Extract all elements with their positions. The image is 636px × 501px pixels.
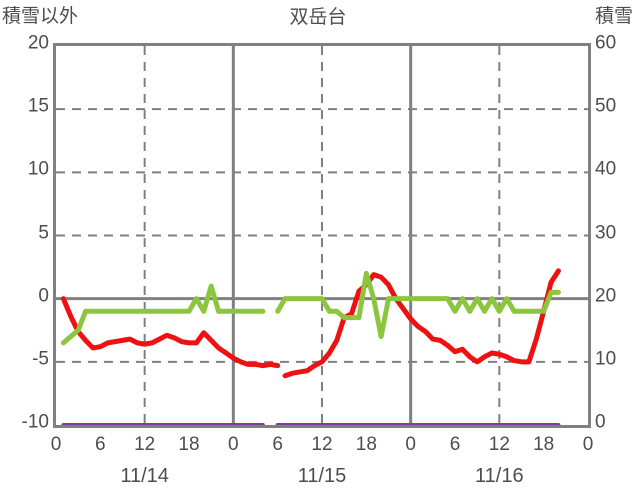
series-line bbox=[60, 296, 281, 369]
x-axis-tick: 12 bbox=[134, 434, 156, 455]
x-axis-tick: 0 bbox=[228, 434, 239, 455]
right-axis-tick-labels: 60 50 40 30 20 10 0 bbox=[595, 34, 636, 432]
right-axis-tick: 30 bbox=[595, 222, 617, 243]
left-axis-tick: 20 bbox=[27, 32, 49, 54]
right-axis-tick: 20 bbox=[595, 285, 617, 307]
x-axis-tick: 6 bbox=[449, 434, 461, 455]
right-axis-tick: 60 bbox=[595, 32, 617, 54]
right-axis-tick: 40 bbox=[595, 158, 617, 180]
right-axis-tick: 50 bbox=[595, 95, 617, 117]
left-axis-title: 積雪以外 bbox=[2, 6, 79, 27]
x-axis-tick: 12 bbox=[488, 434, 510, 455]
left-axis-tick: -5 bbox=[32, 348, 49, 370]
x-axis-day-label: 11/15 bbox=[297, 465, 347, 487]
x-axis-tick-labels: 0 6 12 18 0 6 12 18 0 6 12 18 0 bbox=[0, 434, 636, 460]
x-axis-tick: 12 bbox=[311, 434, 333, 455]
x-axis-day-label: 11/14 bbox=[120, 465, 169, 487]
plot-area bbox=[53, 43, 591, 428]
left-axis-tick: 5 bbox=[38, 222, 49, 243]
x-axis-tick: 6 bbox=[95, 434, 106, 455]
x-axis-tick: 0 bbox=[405, 434, 416, 455]
series-line bbox=[60, 283, 266, 346]
left-axis-tick: -10 bbox=[21, 411, 49, 433]
x-axis-tick: 18 bbox=[533, 434, 555, 455]
x-axis-tick: 18 bbox=[355, 434, 377, 455]
plot-inner bbox=[56, 46, 588, 425]
series-line bbox=[275, 270, 561, 340]
right-axis-tick: 10 bbox=[595, 348, 617, 370]
left-axis-tick: 0 bbox=[38, 285, 49, 307]
x-axis-tick: 0 bbox=[50, 434, 62, 455]
right-axis-title: 積雪 bbox=[594, 6, 633, 27]
right-axis-tick: 0 bbox=[595, 411, 606, 433]
left-axis-tick-labels: 20 15 10 5 0 -5 -10 bbox=[0, 34, 49, 432]
x-axis-tick: 6 bbox=[272, 434, 283, 455]
chart-canvas bbox=[56, 46, 588, 425]
chart-title: 双岳台 bbox=[289, 7, 347, 28]
left-axis-tick: 10 bbox=[27, 158, 49, 180]
x-axis-tick: 18 bbox=[178, 434, 200, 455]
left-axis-tick: 15 bbox=[27, 95, 49, 117]
series-line bbox=[282, 268, 561, 379]
x-axis-tick: 0 bbox=[582, 434, 594, 455]
x-axis-day-labels: 11/14 11/15 11/16 bbox=[0, 464, 636, 494]
x-axis-day-label: 11/16 bbox=[475, 465, 524, 487]
